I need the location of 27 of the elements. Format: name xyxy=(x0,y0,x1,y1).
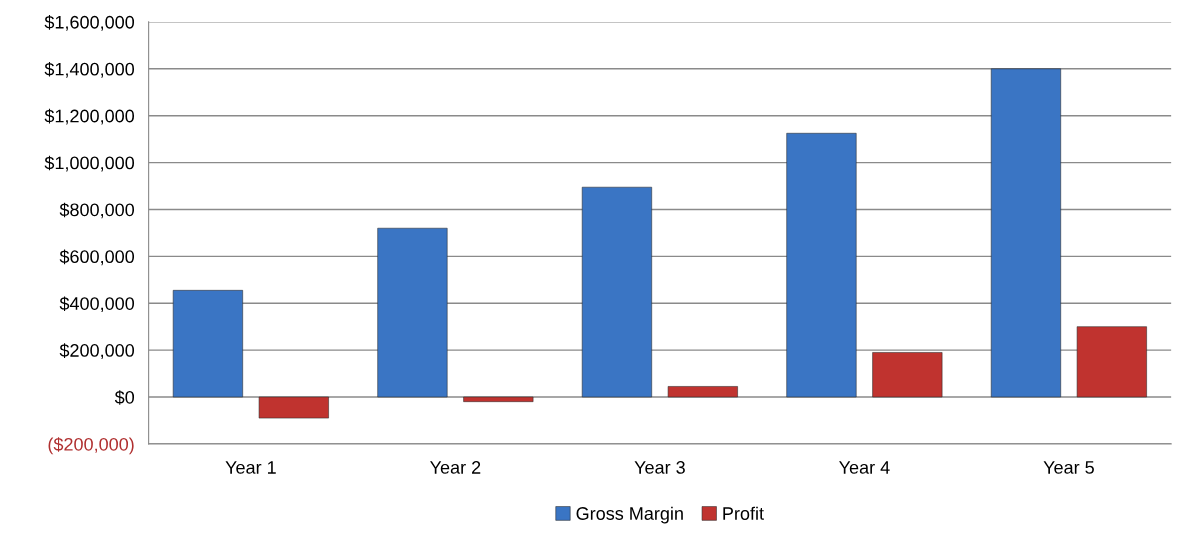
y-tick-label: $1,400,000 xyxy=(44,61,135,78)
y-tick-label: ($200,000) xyxy=(48,437,134,455)
y-tick-label: $1,200,000 xyxy=(44,108,135,125)
bar xyxy=(1076,326,1147,398)
legend-label: Gross Margin xyxy=(576,506,683,524)
y-tick-label: $200,000 xyxy=(59,343,135,359)
bar xyxy=(667,386,738,398)
bar xyxy=(872,352,943,398)
x-tick-label: Year 3 xyxy=(634,461,685,474)
bar xyxy=(581,186,652,398)
y-tick-label: $1,600,000 xyxy=(44,15,135,31)
bar xyxy=(377,227,448,398)
bar xyxy=(463,396,534,402)
bar xyxy=(258,396,329,419)
x-tick-label: Year 1 xyxy=(225,461,276,474)
y-tick-label: $0 xyxy=(114,390,135,405)
y-tick-label: $400,000 xyxy=(59,296,135,313)
bar xyxy=(172,290,243,398)
y-tick-label: $800,000 xyxy=(59,202,135,219)
x-tick-label: Year 2 xyxy=(430,461,481,474)
x-tick-label: Year 5 xyxy=(1043,461,1094,474)
y-tick-label: $600,000 xyxy=(59,249,135,266)
x-tick-label: Year 4 xyxy=(839,461,890,474)
bar xyxy=(786,132,857,398)
bar xyxy=(990,68,1062,398)
legend-label: Profit xyxy=(723,506,764,520)
y-tick-label: $1,000,000 xyxy=(44,155,135,172)
